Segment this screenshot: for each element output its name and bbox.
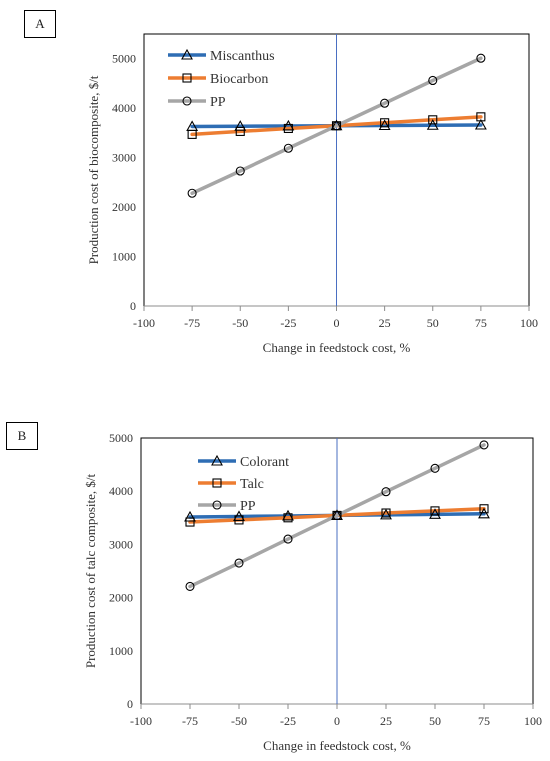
data-point-talc: [185, 517, 195, 527]
x-tick-label: -25: [280, 316, 296, 330]
panel-label-a: A: [24, 10, 56, 38]
data-point-pp: [283, 143, 293, 153]
legend-label: PP: [240, 499, 256, 514]
y-tick-label: 2000: [112, 200, 136, 214]
legend-marker: [182, 73, 192, 83]
x-tick-label: -75: [184, 316, 200, 330]
x-tick-label: 75: [478, 714, 490, 728]
data-point-pp: [331, 121, 342, 131]
x-tick-label: -50: [231, 714, 247, 728]
data-point-biocarbon: [476, 112, 486, 122]
legend-marker: [182, 96, 192, 106]
data-point-talc: [479, 504, 489, 514]
x-tick-label: 100: [520, 316, 538, 330]
legend-label: Colorant: [240, 455, 289, 470]
x-tick-label: 100: [524, 714, 542, 728]
y-tick-label: 2000: [109, 591, 133, 605]
data-point-colorant: [478, 507, 490, 519]
x-tick-label: 75: [475, 316, 487, 330]
chart-b: 0 1000 2000 3000 4000 5000 -100 -75 -50 -25 0 25 50 7…: [83, 431, 542, 753]
y-tick-label: 3000: [112, 151, 136, 165]
data-point-pp: [185, 581, 195, 591]
legend-label: Talc: [240, 477, 264, 492]
data-point-pp: [428, 75, 438, 86]
data-point-miscanthus: [426, 119, 439, 130]
y-tick-label: 1000: [109, 644, 133, 658]
data-point-pp: [476, 53, 486, 63]
legend-label: Miscanthus: [210, 49, 275, 64]
legend-label: Biocarbon: [210, 72, 268, 87]
x-tick-label: 50: [427, 316, 439, 330]
y-tick-label: 1000: [112, 250, 136, 264]
x-tick-label: 25: [380, 714, 392, 728]
legend-label: PP: [210, 95, 226, 110]
data-point-pp: [380, 98, 390, 108]
y-tick-label: 3000: [109, 537, 133, 551]
data-point-talc: [381, 508, 391, 518]
legend-marker: [212, 478, 222, 488]
data-point-colorant: [429, 508, 441, 519]
x-tick-label: -25: [280, 714, 296, 728]
data-point-biocarbon: [380, 118, 390, 128]
data-point-pp: [332, 510, 342, 520]
legend-marker: [211, 454, 223, 466]
data-point-colorant: [380, 508, 392, 520]
data-point-biocarbon: [235, 126, 245, 136]
data-point-colorant: [184, 510, 196, 522]
y-tick-label: 4000: [109, 484, 133, 498]
x-tick-label: -50: [232, 316, 248, 330]
data-point-talc: [430, 506, 440, 516]
data-point-talc: [234, 515, 244, 525]
x-tick-label: 25: [379, 316, 391, 330]
x-tick-label: 50: [429, 714, 441, 728]
x-axis-label: Change in feedstock cost, %: [263, 340, 411, 355]
data-point-pp: [187, 188, 197, 198]
x-tick-label: -75: [182, 714, 198, 728]
series-line-pp: [188, 443, 486, 589]
y-tick-label: 5000: [109, 431, 133, 445]
y-tick-label: 0: [130, 299, 136, 313]
data-point-biocarbon: [283, 123, 293, 134]
y-tick-label: 0: [127, 697, 133, 711]
data-point-pp: [283, 534, 293, 544]
data-point-pp: [381, 487, 391, 497]
x-axis-label: Change in feedstock cost, %: [263, 738, 411, 753]
y-axis-label: Production cost of talc composite, $/t: [83, 473, 98, 668]
data-point-miscanthus: [282, 119, 295, 131]
data-point-pp: [430, 463, 440, 473]
y-axis-label: Production cost of biocomposite, $/t: [86, 75, 101, 264]
data-point-miscanthus: [474, 118, 487, 130]
x-tick-label: 0: [334, 714, 340, 728]
x-tick-label: -100: [130, 714, 152, 728]
data-point-pp: [235, 166, 245, 176]
data-point-pp: [479, 440, 489, 450]
data-point-biocarbon: [428, 115, 438, 125]
chart-a: 0 1000 2000 3000 4000 5000 -100 -75 -50 -25 0 25 50 7…: [86, 33, 538, 355]
legend-marker: [181, 48, 193, 60]
data-point-biocarbon: [187, 129, 197, 139]
x-tick-label: 0: [334, 316, 340, 330]
legend-marker: [212, 500, 222, 510]
series-line-pp: [190, 56, 483, 195]
y-tick-label: 5000: [112, 52, 136, 66]
data-point-talc: [283, 513, 293, 523]
panel-label-b: B: [6, 422, 38, 450]
data-point-miscanthus: [234, 120, 247, 131]
data-point-colorant: [282, 509, 294, 521]
x-tick-label: -100: [133, 316, 155, 330]
data-point-miscanthus: [378, 119, 391, 131]
data-point-pp: [234, 558, 244, 568]
y-tick-label: 4000: [112, 101, 136, 115]
